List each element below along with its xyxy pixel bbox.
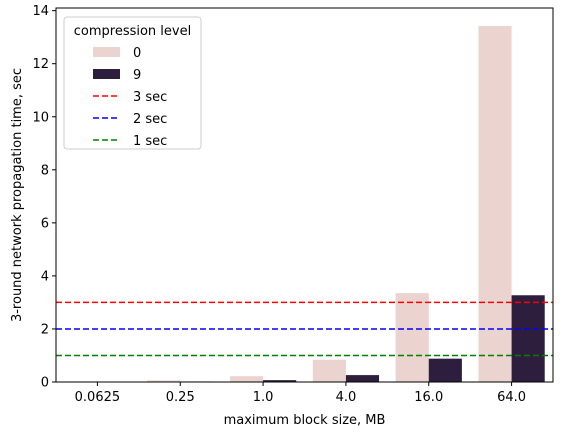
- bar-9-64.0: [511, 295, 545, 382]
- legend-label: 9: [133, 68, 141, 83]
- y-tick-label: 0: [41, 376, 49, 391]
- legend-label: 0: [133, 46, 141, 61]
- y-tick-label: 12: [32, 57, 49, 72]
- bar-0-1.0: [229, 376, 264, 382]
- y-axis: 0 2 4 6 8 10 12 14: [32, 4, 56, 391]
- y-tick-label: 8: [41, 163, 49, 178]
- bar-0-64.0: [478, 26, 512, 383]
- x-tick-label: 1.0: [253, 390, 274, 405]
- y-tick-label: 14: [32, 4, 49, 19]
- bar-9-4.0: [345, 375, 380, 382]
- legend-swatch-9: [93, 69, 120, 79]
- reference-lines-group: [56, 301, 553, 357]
- bar-9-16.0: [428, 358, 462, 382]
- y-tick-label: 2: [41, 322, 49, 337]
- legend-items: 0 9 3 sec 2 sec 1 sec: [93, 46, 167, 149]
- bar-0-0.25: [147, 380, 181, 382]
- legend-title: compression level: [74, 24, 191, 39]
- x-axis-label: maximum block size, MB: [224, 413, 386, 428]
- legend-label: 1 sec: [133, 134, 167, 149]
- x-tick-label: 0.25: [166, 390, 195, 405]
- x-axis: 0.0625 0.25 1.0 4.0 16.0 64.0: [75, 382, 526, 405]
- y-tick-label: 10: [32, 110, 49, 125]
- plot-frame: [55, 7, 554, 383]
- x-tick-label: 16.0: [414, 390, 443, 405]
- bar-0-16.0: [395, 293, 429, 382]
- legend-swatch-0: [93, 47, 120, 57]
- legend: compression level 0 9 3 sec 2 sec 1 sec: [63, 16, 202, 150]
- legend-label: 3 sec: [133, 90, 167, 105]
- bar-0-4.0: [312, 359, 346, 382]
- y-axis-label: 3-round network propagation time, sec: [10, 68, 25, 322]
- x-tick-label: 4.0: [336, 390, 357, 405]
- x-tick-label: 0.0625: [75, 390, 121, 405]
- bars-group: [64, 26, 545, 383]
- bar-9-1.0: [263, 380, 297, 382]
- y-tick-label: 4: [41, 269, 49, 284]
- x-tick-label: 64.0: [497, 390, 526, 405]
- y-tick-label: 6: [41, 216, 49, 231]
- legend-label: 2 sec: [133, 112, 167, 127]
